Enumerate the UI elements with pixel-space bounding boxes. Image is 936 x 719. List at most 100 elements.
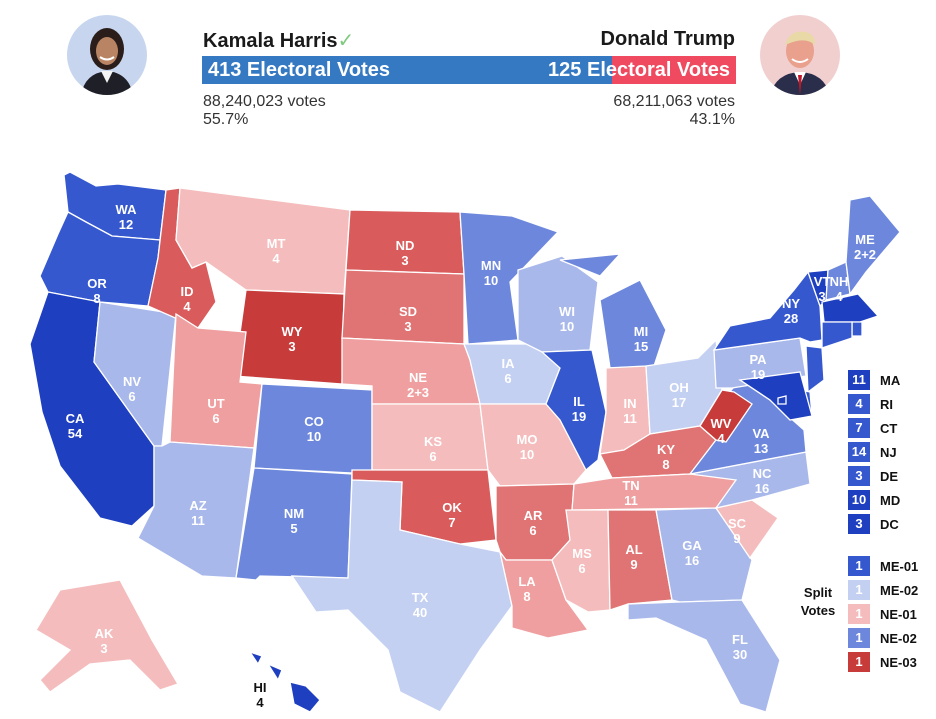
harris-ev-bar-segment	[202, 56, 612, 84]
legend-state-de: DE	[880, 468, 899, 484]
state-label-wy: WY	[282, 324, 303, 339]
state-ev-pa: 19	[751, 367, 765, 382]
state-al	[607, 509, 673, 611]
state-fl	[627, 599, 781, 713]
state-az	[137, 441, 255, 579]
state-ev-la: 8	[523, 589, 530, 604]
split-votes-title-line2: Votes	[800, 603, 836, 618]
state-tx	[290, 479, 513, 713]
state-ev-al: 9	[630, 557, 637, 572]
legend-ev-ri: 4	[848, 394, 870, 414]
state-label-nd: ND	[396, 238, 415, 253]
state-ma	[821, 293, 880, 323]
state-ak	[35, 579, 179, 693]
split-ev-me-02: 1	[848, 580, 870, 600]
split-label-ne-02: NE-02	[880, 630, 917, 646]
harris-portrait-icon	[67, 15, 147, 95]
legend-ev-md: 10	[848, 490, 870, 510]
legend-state-dc: DC	[880, 516, 899, 532]
trump-vote-percent: 43.1%	[689, 111, 735, 128]
state-label-vt: VT	[814, 274, 831, 289]
split-ev-ne-03: 1	[848, 652, 870, 672]
state-label-mn: MN	[481, 258, 501, 273]
state-ev-co: 10	[307, 429, 321, 444]
split-row-ne-03: 1 NE-03	[848, 650, 918, 674]
state-label-ar: AR	[524, 508, 543, 523]
winner-check-icon: ✓	[337, 30, 355, 52]
state-hi	[248, 650, 321, 713]
state-label-me: ME	[855, 232, 875, 247]
legend-state-ma: MA	[880, 372, 901, 388]
small-states-legend: 11 MA 4 RI 7 CT 14 NJ 3 DE 10 MD 3 DC	[848, 368, 900, 536]
legend-state-ri: RI	[880, 396, 893, 412]
state-label-sd: SD	[399, 304, 417, 319]
state-label-ca: CA	[66, 411, 85, 426]
split-votes-legend: 1 ME-01 1 ME-02 1 NE-01 1 NE-02 1 NE-03	[848, 554, 918, 674]
us-electoral-map: WA 12 OR 8 CA 54 NV 6 ID 4 MT 4 WY 3 UT 6 AZ 11 CO 10 NM 5 ND 3…	[0, 150, 936, 719]
state-mi	[559, 253, 667, 369]
legend-state-ct: CT	[880, 420, 898, 436]
split-label-me-01: ME-01	[880, 558, 919, 574]
state-ev-nv: 6	[128, 389, 135, 404]
harris-vote-count: 88,240,023 votes	[203, 93, 326, 110]
state-label-id: ID	[181, 284, 194, 299]
state-me	[845, 195, 901, 296]
state-label-ky: KY	[657, 442, 675, 457]
state-label-fl: FL	[732, 632, 748, 647]
state-ct	[821, 321, 853, 349]
trump-vote-count: 68,211,063 votes	[613, 93, 735, 110]
state-label-nv: NV	[123, 374, 141, 389]
state-label-oh: OH	[669, 380, 689, 395]
state-ev-nc: 16	[755, 481, 769, 496]
state-ev-me: 2+2	[854, 247, 876, 262]
legend-row-ma: 11 MA	[848, 368, 900, 392]
state-ev-ia: 6	[504, 371, 511, 386]
state-label-va: VA	[752, 426, 770, 441]
state-ev-fl: 30	[733, 647, 747, 662]
state-label-ak: AK	[95, 626, 114, 641]
state-ev-sc: 9	[733, 531, 740, 546]
state-ev-or: 8	[93, 291, 100, 306]
legend-row-ri: 4 RI	[848, 392, 900, 416]
legend-state-nj: NJ	[880, 444, 897, 460]
legend-ev-dc: 3	[848, 514, 870, 534]
state-label-ms: MS	[572, 546, 592, 561]
split-label-ne-03: NE-03	[880, 654, 917, 670]
state-ev-ca: 54	[68, 426, 83, 441]
state-ut	[169, 312, 263, 449]
state-label-nc: NC	[753, 466, 772, 481]
state-nj	[805, 345, 825, 394]
state-ev-ny: 28	[784, 311, 798, 326]
state-ev-ms: 6	[578, 561, 585, 576]
state-ev-oh: 17	[672, 395, 686, 410]
state-label-wa: WA	[116, 202, 138, 217]
state-label-tn: TN	[622, 478, 639, 493]
state-label-wv: WV	[711, 416, 732, 431]
split-ev-ne-02: 1	[848, 628, 870, 648]
split-row-ne-02: 1 NE-02	[848, 626, 918, 650]
state-label-nm: NM	[284, 506, 304, 521]
state-ny	[712, 270, 823, 351]
state-label-co: CO	[304, 414, 324, 429]
trump-name: Donald Trump	[600, 28, 735, 50]
state-label-il: IL	[573, 394, 585, 409]
split-votes-title: Split Votes	[796, 584, 840, 620]
state-ev-vt: 3	[818, 289, 825, 304]
state-ev-ne: 2+3	[407, 385, 429, 400]
legend-row-ct: 7 CT	[848, 416, 900, 440]
state-ev-nd: 3	[401, 253, 408, 268]
split-row-ne-01: 1 NE-01	[848, 602, 918, 626]
state-ev-ks: 6	[429, 449, 436, 464]
state-label-hi: HI	[254, 680, 267, 695]
harris-name: Kamala Harris✓	[203, 30, 355, 52]
split-row-me-01: 1 ME-01	[848, 554, 918, 578]
harris-popular-vote: 88,240,023 votes 55.7%	[203, 93, 326, 129]
state-ev-ga: 16	[685, 553, 699, 568]
state-label-la: LA	[518, 574, 536, 589]
legend-ev-ma: 11	[848, 370, 870, 390]
state-label-pa: PA	[749, 352, 767, 367]
harris-photo	[67, 15, 147, 95]
state-wv	[699, 389, 753, 443]
state-ev-sd: 3	[404, 319, 411, 334]
harris-electoral-votes: 413 Electoral Votes	[208, 59, 390, 81]
